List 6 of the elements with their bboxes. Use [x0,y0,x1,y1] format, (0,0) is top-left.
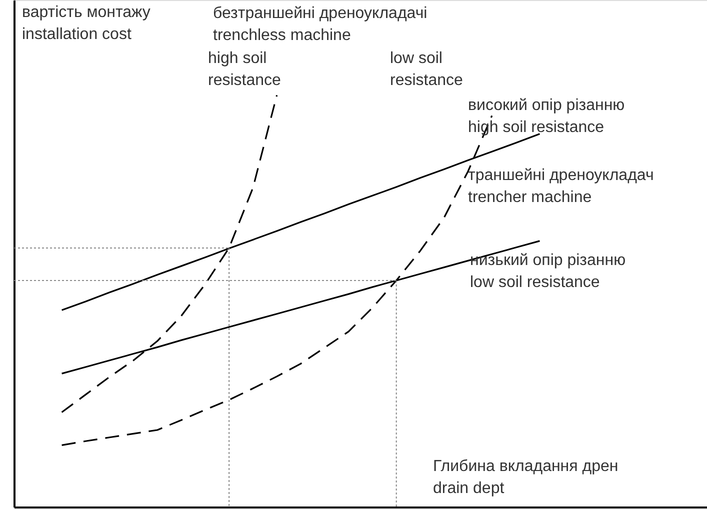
text: low soil resistance [390,50,464,89]
y-axis-title: вартість монтажу installation cost [22,4,150,43]
annotation: низький опір різанню low soil resistance [470,252,626,291]
annotation: траншейні дреноукладач trencher machine [468,167,654,206]
x-axis-title: Глибина вкладання дрен drain dept [433,458,618,497]
text: high soil resistance [208,50,282,89]
